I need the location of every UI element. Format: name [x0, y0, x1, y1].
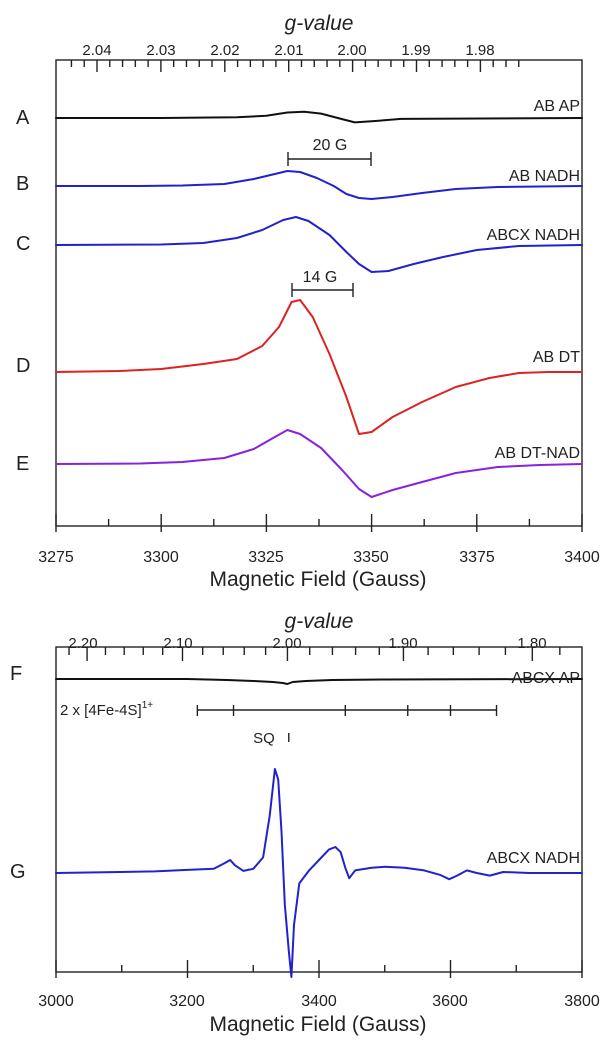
cluster-stick-diagram	[196, 705, 498, 716]
series-label-abcx-nadh: ABCX NADH	[487, 227, 580, 244]
top-panel-x-tick-3: 3350	[353, 549, 389, 566]
top-panel-g-tick-2: 2.02	[210, 42, 239, 59]
bottom-panel-g-tick-2: 2.00	[272, 635, 301, 652]
top-panel-g-tick-3: 2.01	[274, 42, 303, 59]
series-label-ab-nadh: AB NADH	[509, 168, 580, 185]
top-panel-x-tick-2: 3325	[248, 549, 284, 566]
bottom-panel-ticks	[55, 647, 583, 978]
top-panel-x-tick-5: 3400	[564, 549, 600, 566]
row-letter-d: D	[16, 355, 30, 377]
bottom-panel-x-tick-2: 3400	[301, 993, 337, 1010]
row-letter-g: G	[10, 861, 26, 883]
row-letter-a: A	[16, 107, 30, 129]
series-label-abcx-ap: ABCX AP	[512, 670, 580, 687]
trace-a-ab-ap	[55, 110, 583, 124]
top-panel: g-value 2.04 2.03 2.02 2.01 2.00 1.99 1.…	[16, 12, 600, 591]
row-letter-f: F	[10, 663, 22, 685]
bottom-panel-g-tick-1: 2.10	[163, 635, 192, 652]
bottom-panel: g-value 2.20 2.10 2.00 1.90 1.80 3000 32…	[10, 610, 600, 1036]
bottom-panel-x-axis-label: Magnetic Field (Gauss)	[209, 1013, 426, 1036]
trace-b-ab-nadh	[55, 170, 583, 200]
bottom-panel-g-tick-0: 2.20	[68, 635, 97, 652]
series-label-ab-dt-nad: AB DT-NAD	[495, 445, 580, 462]
top-panel-g-tick-5: 1.99	[401, 42, 430, 59]
series-label-abcx-nadh-2: ABCX NADH	[487, 850, 580, 867]
row-letter-e: E	[16, 453, 29, 475]
scale-bar-14g-label: 14 G	[303, 269, 338, 286]
trace-e-ab-dt-nad	[55, 429, 583, 498]
bottom-panel-x-tick-0: 3000	[38, 993, 74, 1010]
trace-d-ab-dt	[55, 299, 583, 435]
scale-bar-14g: 14 G	[291, 269, 354, 297]
bottom-panel-g-value-title: g-value	[285, 610, 354, 633]
cluster-label: 2 x [4Fe-4S]1+	[60, 700, 153, 719]
top-panel-x-tick-1: 3300	[143, 549, 179, 566]
trace-c-abcx-nadh	[55, 216, 583, 273]
scale-bar-20g-label: 20 G	[313, 137, 348, 154]
top-panel-g-tick-4: 2.00	[337, 42, 366, 59]
bottom-panel-x-tick-3: 3600	[432, 993, 468, 1010]
top-panel-x-axis-label: Magnetic Field (Gauss)	[209, 568, 426, 591]
scale-bar-20g: 20 G	[287, 137, 372, 166]
bottom-panel-g-tick-3: 1.90	[388, 635, 417, 652]
top-panel-x-tick-4: 3375	[459, 549, 495, 566]
trace-f-abcx-ap	[55, 678, 583, 685]
top-panel-ticks	[55, 60, 583, 532]
trace-g-abcx-nadh	[55, 768, 583, 978]
bottom-panel-frame	[55, 646, 583, 973]
top-panel-g-tick-6: 1.98	[465, 42, 494, 59]
top-panel-g-tick-1: 2.03	[146, 42, 175, 59]
bottom-panel-x-tick-4: 3800	[564, 993, 600, 1010]
bottom-panel-g-tick-4: 1.80	[517, 635, 546, 652]
row-letter-b: B	[16, 173, 29, 195]
top-panel-g-value-title: g-value	[285, 12, 354, 35]
sq-label: SQ	[253, 730, 275, 747]
top-panel-g-tick-0: 2.04	[82, 42, 111, 59]
bottom-panel-x-tick-1: 3200	[169, 993, 205, 1010]
series-label-ab-ap: AB AP	[534, 98, 580, 115]
series-label-ab-dt: AB DT	[533, 349, 580, 366]
top-panel-x-tick-0: 3275	[38, 549, 74, 566]
row-letter-c: C	[16, 233, 30, 255]
